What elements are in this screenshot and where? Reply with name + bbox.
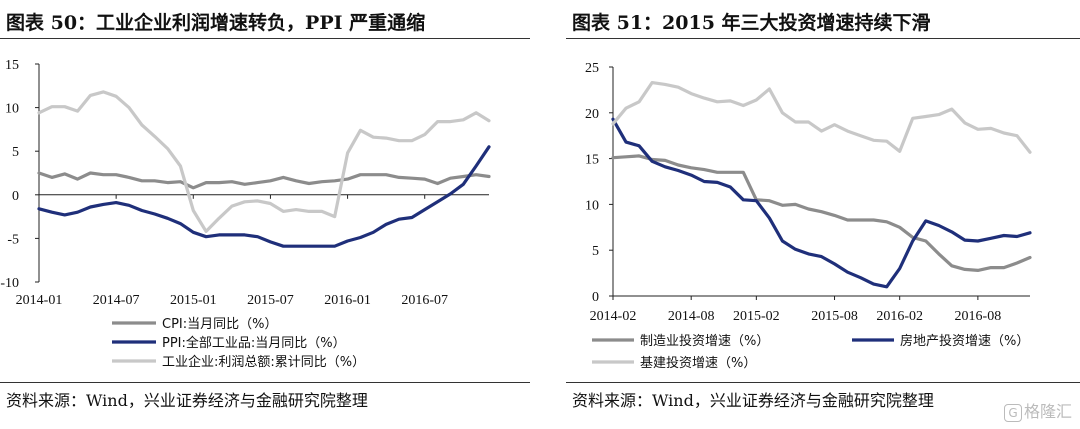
title-rule-right (566, 38, 1080, 39)
legend-label: CPI:当月同比（%） (162, 317, 277, 332)
x-tick-label: 2014-02 (590, 309, 637, 324)
x-tick-label: 2016-07 (401, 293, 448, 308)
y-tick-label: 0 (12, 189, 19, 204)
legend-label: 基建投资增速（%） (640, 355, 756, 371)
y-tick-label: 15 (585, 153, 599, 168)
source-note-left: 资料来源：Wind，兴业证券经济与金融研究院整理 (6, 391, 368, 410)
y-tick-label: 0 (592, 290, 599, 305)
x-tick-label: 2016-01 (324, 293, 371, 308)
y-tick-label: 5 (592, 244, 599, 259)
watermark-text: 格隆汇 (1023, 402, 1072, 421)
legend-label: PPI:全部工业品:当月同比（%） (162, 335, 346, 351)
x-tick-label: 2015-01 (170, 293, 217, 308)
y-tick-label: -5 (7, 232, 19, 247)
source-rule-left (0, 382, 530, 383)
y-tick-label: 20 (585, 107, 599, 122)
left-series-line-3 (37, 90, 491, 233)
x-tick-label: 2015-07 (247, 293, 294, 308)
y-tick-label: 5 (12, 145, 19, 160)
right-series-line-2 (611, 117, 1032, 289)
x-tick-label: 2014-01 (16, 293, 63, 308)
y-tick-label: 15 (5, 58, 19, 73)
watermark-badge-icon: G (1003, 403, 1022, 422)
right-series-line-3 (611, 80, 1032, 154)
y-tick-label: 25 (585, 61, 599, 76)
left-series-line-1 (37, 171, 491, 190)
x-tick-label: 2014-07 (93, 293, 140, 308)
y-tick-label: -10 (0, 276, 19, 291)
watermark-logo: G 格隆汇 (1003, 398, 1072, 422)
source-rule-right (566, 382, 1080, 383)
legend-label: 制造业投资增速（%） (640, 333, 769, 349)
right-series-line-1 (611, 154, 1032, 272)
y-tick-label: 10 (585, 198, 599, 213)
legend-label: 工业企业:利润总额:累计同比（%） (162, 354, 365, 370)
chart-title-left: 图表 50：工业企业利润增速转负，PPI 严重通缩 (6, 12, 426, 34)
y-tick-label: 10 (5, 102, 19, 117)
line-chart-right: 25 20 15 10 5 0 2014-02 2014-08 2015-02 2015-08 20… (585, 61, 1032, 371)
chart-title-right: 图表 51：2015 年三大投资增速持续下滑 (572, 12, 931, 34)
chart-panel-right: 图表 51：2015 年三大投资增速持续下滑 25 20 15 10 5 0 2014-02… (566, 0, 1080, 429)
x-tick-label: 2015-08 (811, 309, 858, 324)
x-tick-label: 2016-08 (955, 309, 1002, 324)
source-note-right: 资料来源：Wind，兴业证券经济与金融研究院整理 (572, 391, 934, 410)
left-series-line-2 (37, 145, 491, 248)
x-tick-label: 2014-08 (668, 309, 715, 324)
legend-label: 房地产投资增速（%） (900, 333, 1029, 349)
title-rule-left (0, 38, 530, 39)
x-tick-label: 2016-02 (876, 309, 923, 324)
x-tick-label: 2015-02 (733, 309, 780, 324)
line-chart-left: 15 10 5 0 -5 -10 2014-01 2014-07 2015-01 2015-07 2… (0, 58, 491, 370)
chart-panel-left: 图表 50：工业企业利润增速转负，PPI 严重通缩 15 10 5 0 -5 -10 201… (0, 0, 530, 429)
